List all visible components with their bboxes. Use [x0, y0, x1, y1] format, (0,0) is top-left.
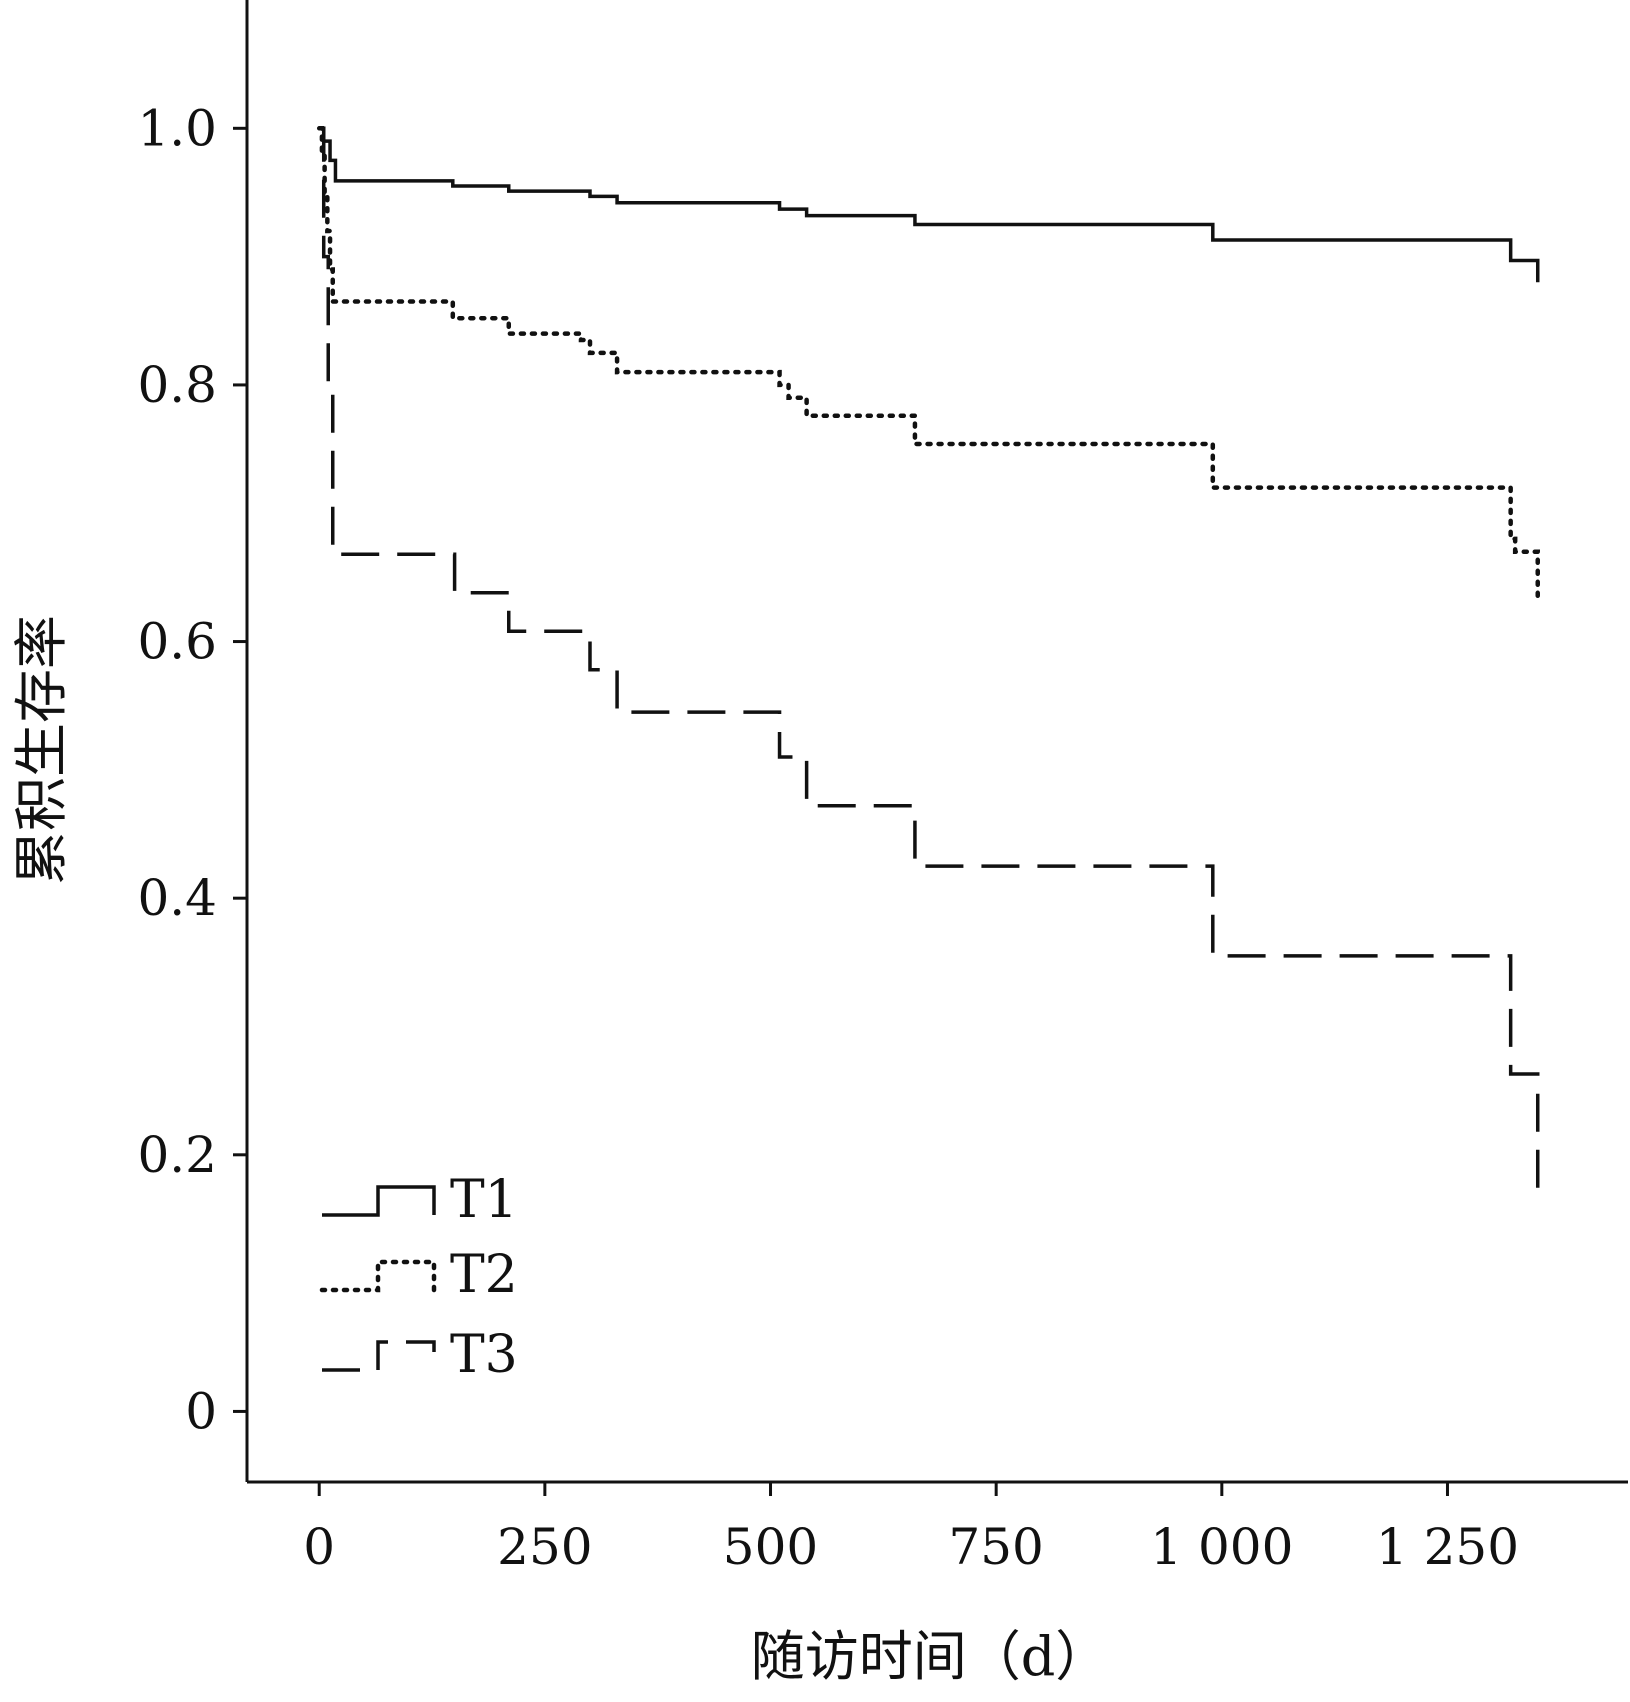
y-axis-title: 累积生存率	[10, 615, 73, 885]
series-line-t2	[316, 126, 1540, 606]
legend-swatch-t2	[319, 1259, 437, 1293]
series-line-t3	[319, 126, 1540, 1194]
y-tick-label: 0.8	[137, 356, 217, 414]
series-layer	[316, 126, 1540, 1194]
x-axis-title: 随访时间（d）	[751, 1625, 1110, 1688]
x-tick-label: 1 000	[1150, 1518, 1293, 1576]
x-tick-label: 1 250	[1376, 1518, 1519, 1576]
series-line-t1	[319, 126, 1540, 283]
x-tick-label: 250	[497, 1518, 592, 1576]
y-tick-label: 0	[185, 1382, 217, 1440]
legend: T1 T2 T3	[319, 1170, 518, 1385]
y-tick-label: 0.6	[137, 613, 217, 671]
x-tick-label: 0	[303, 1518, 335, 1576]
y-tick-label: 0.2	[137, 1126, 217, 1184]
x-tick-label: 750	[948, 1518, 1043, 1576]
x-ticks: 0 250 500 750 1 000 1 250	[303, 1482, 1519, 1576]
y-ticks: 0 0.2 0.4 0.6 0.8 1.0	[137, 99, 247, 1440]
y-tick-label: 1.0	[137, 99, 217, 157]
y-tick-label: 0.4	[137, 869, 217, 927]
legend-label-t1: T1	[450, 1170, 518, 1230]
axes	[245, 0, 1628, 1484]
legend-label-t3: T3	[450, 1325, 518, 1385]
legend-swatch-t1	[322, 1185, 436, 1217]
legend-swatch-t3	[322, 1340, 436, 1372]
legend-label-t2: T2	[450, 1245, 518, 1305]
x-tick-label: 500	[723, 1518, 818, 1576]
